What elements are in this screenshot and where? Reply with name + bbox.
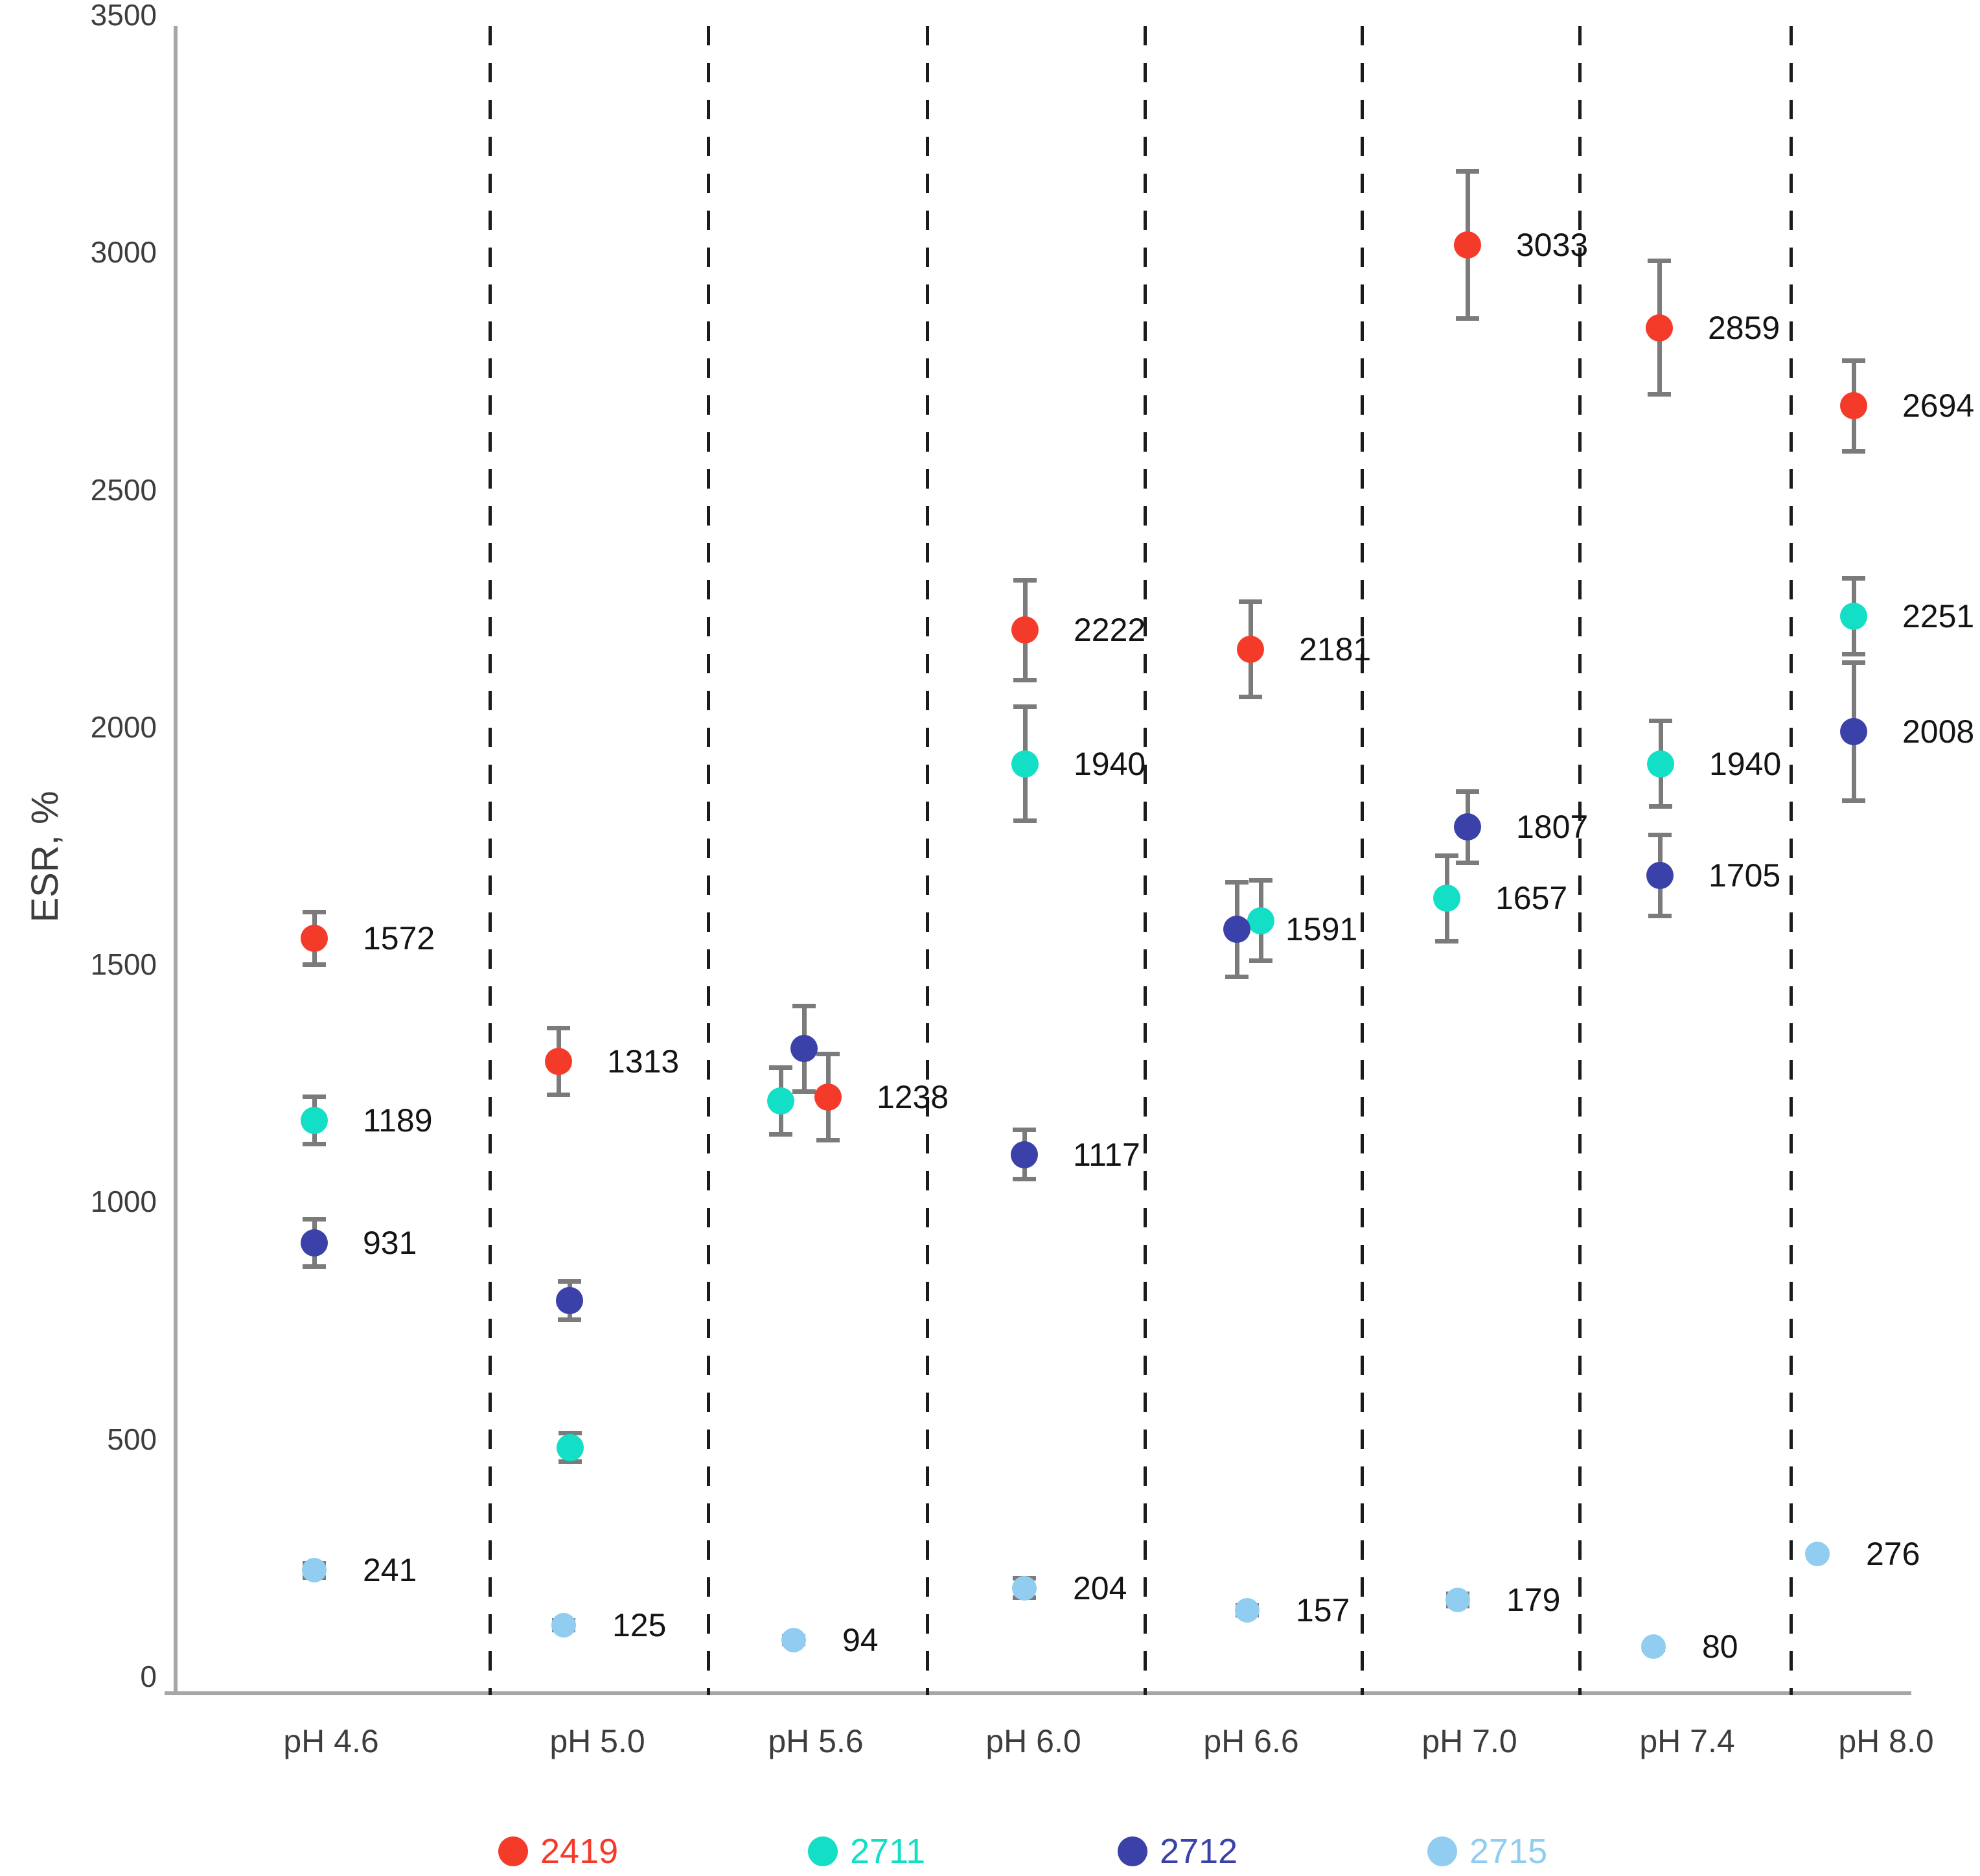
value-label-2419: 2694 bbox=[1902, 388, 1975, 424]
data-point-2712 bbox=[1454, 813, 1481, 841]
value-label-2419: 2181 bbox=[1299, 631, 1372, 668]
data-point-2715 bbox=[551, 1613, 576, 1638]
value-label-2715: 125 bbox=[612, 1607, 667, 1644]
x-category-label: pH 6.0 bbox=[985, 1723, 1081, 1759]
value-label-2711: 1189 bbox=[363, 1102, 433, 1139]
category-separator-line-4 bbox=[1144, 26, 1147, 1695]
legend-label-2712: 2712 bbox=[1160, 1832, 1238, 1871]
data-point-2715 bbox=[1805, 1541, 1830, 1566]
data-point-2419 bbox=[814, 1083, 842, 1111]
value-label-2715: 276 bbox=[1866, 1535, 1920, 1572]
data-point-2715 bbox=[1445, 1587, 1470, 1612]
legend-label-2711: 2711 bbox=[850, 1832, 926, 1871]
value-label-2715: 179 bbox=[1506, 1581, 1561, 1618]
x-category-label: pH 5.6 bbox=[768, 1723, 864, 1759]
data-point-2711 bbox=[1840, 602, 1867, 630]
legend-marker-2711 bbox=[808, 1836, 838, 1866]
data-point-2711 bbox=[301, 1106, 328, 1134]
data-point-2715 bbox=[302, 1558, 327, 1583]
y-tick-label: 0 bbox=[140, 1660, 157, 1693]
category-separator-line-7 bbox=[1790, 26, 1793, 1695]
value-label-2711: 2251 bbox=[1902, 597, 1975, 634]
value-label-2419: 1572 bbox=[363, 920, 435, 957]
legend-label-2715: 2715 bbox=[1469, 1832, 1548, 1871]
data-point-2711 bbox=[1647, 750, 1674, 778]
value-label-2419: 3033 bbox=[1516, 227, 1589, 264]
data-point-2711 bbox=[767, 1087, 794, 1115]
x-category-label: pH 7.0 bbox=[1422, 1723, 1517, 1759]
data-point-2712 bbox=[1646, 861, 1674, 889]
data-point-2711 bbox=[557, 1433, 584, 1461]
y-tick-label: 2000 bbox=[90, 710, 157, 744]
category-separator-line-6 bbox=[1578, 26, 1582, 1695]
x-category-label: pH 7.4 bbox=[1639, 1723, 1735, 1759]
data-point-2711 bbox=[1247, 907, 1274, 934]
y-axis-line bbox=[174, 26, 178, 1695]
data-point-2419 bbox=[1646, 314, 1673, 342]
value-label-2419: 2222 bbox=[1074, 612, 1146, 649]
value-label-2711: 1940 bbox=[1709, 745, 1782, 782]
data-point-2715 bbox=[1641, 1634, 1666, 1660]
data-point-2712 bbox=[301, 1229, 328, 1256]
y-tick-label: 2500 bbox=[90, 472, 157, 507]
x-category-label: pH 4.6 bbox=[283, 1723, 379, 1759]
data-point-2715 bbox=[1235, 1597, 1260, 1623]
category-separator-line-3 bbox=[926, 26, 929, 1695]
data-point-2419 bbox=[1237, 636, 1264, 664]
x-axis-line bbox=[165, 1691, 1911, 1695]
data-point-2712 bbox=[1840, 717, 1867, 745]
y-tick-label: 500 bbox=[107, 1422, 157, 1456]
value-label-2712: 1807 bbox=[1516, 809, 1589, 846]
value-label-2715: 241 bbox=[363, 1552, 417, 1589]
legend-marker-2715 bbox=[1427, 1836, 1457, 1866]
value-label-2712: 1591 bbox=[1285, 911, 1358, 948]
data-point-2419 bbox=[1840, 392, 1867, 420]
value-label-2715: 204 bbox=[1073, 1569, 1127, 1606]
value-label-2715: 157 bbox=[1296, 1592, 1350, 1628]
data-point-2419 bbox=[1454, 231, 1481, 259]
data-point-2712 bbox=[1011, 1141, 1038, 1168]
value-label-2712: 1117 bbox=[1073, 1136, 1140, 1173]
value-label-2712: 2008 bbox=[1902, 713, 1975, 750]
value-label-2712: 1705 bbox=[1709, 857, 1781, 894]
value-label-2715: 80 bbox=[1702, 1628, 1738, 1665]
value-label-2711: 1940 bbox=[1074, 745, 1146, 782]
y-tick-label: 3500 bbox=[90, 0, 157, 32]
legend-marker-2419 bbox=[498, 1836, 528, 1866]
x-category-label: pH 8.0 bbox=[1838, 1723, 1934, 1759]
data-point-2715 bbox=[781, 1628, 806, 1653]
legend-marker-2712 bbox=[1118, 1836, 1147, 1866]
data-point-2712 bbox=[556, 1286, 583, 1314]
data-point-2715 bbox=[1012, 1575, 1037, 1601]
x-category-label: pH 5.0 bbox=[549, 1723, 645, 1759]
category-separator-line-1 bbox=[489, 26, 492, 1695]
value-label-2711: 1657 bbox=[1495, 880, 1568, 917]
x-category-label: pH 6.6 bbox=[1203, 1723, 1299, 1759]
y-tick-label: 1500 bbox=[90, 947, 157, 982]
category-separator-line-5 bbox=[1361, 26, 1364, 1695]
value-label-2715: 94 bbox=[842, 1622, 879, 1659]
data-point-2419 bbox=[1011, 616, 1039, 644]
data-point-2711 bbox=[1011, 750, 1039, 778]
value-label-2419: 2859 bbox=[1708, 309, 1780, 346]
y-tick-label: 1000 bbox=[90, 1185, 157, 1219]
data-point-2419 bbox=[301, 925, 328, 953]
legend-label-2419: 2419 bbox=[540, 1832, 619, 1871]
data-point-2712 bbox=[790, 1035, 818, 1063]
value-label-2419: 1313 bbox=[607, 1043, 680, 1080]
value-label-2419: 1238 bbox=[877, 1079, 949, 1116]
category-separator-line-2 bbox=[707, 26, 710, 1695]
data-point-2711 bbox=[1433, 885, 1460, 912]
data-point-2712 bbox=[1223, 916, 1250, 944]
y-tick-label: 3000 bbox=[90, 235, 157, 270]
value-label-2712: 931 bbox=[363, 1224, 417, 1261]
data-point-2419 bbox=[545, 1048, 572, 1076]
